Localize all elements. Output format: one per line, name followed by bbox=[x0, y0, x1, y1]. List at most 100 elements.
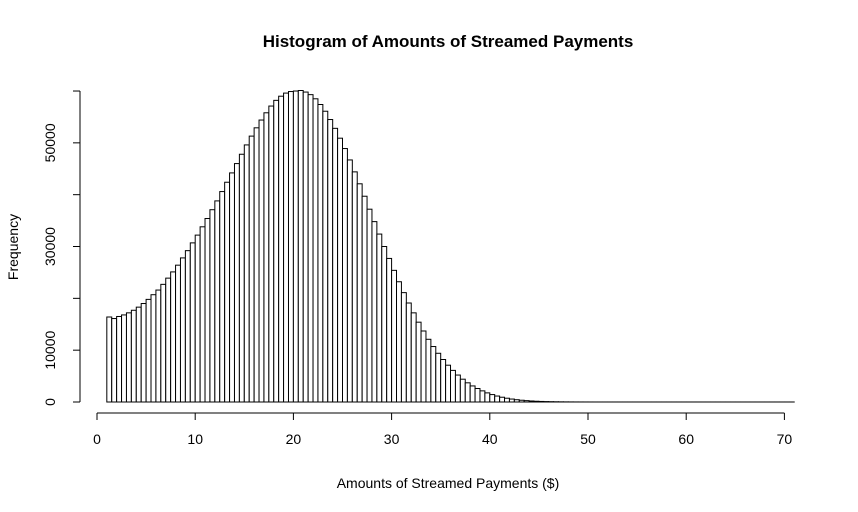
x-tick-label: 50 bbox=[580, 431, 596, 447]
y-axis-label: Frequency bbox=[5, 214, 21, 280]
x-axis-label: Amounts of Streamed Payments ($) bbox=[337, 475, 560, 491]
histogram-bar bbox=[351, 171, 358, 403]
histogram-bar bbox=[106, 316, 113, 403]
histogram-bar bbox=[273, 99, 280, 403]
y-tick-label: 0 bbox=[42, 398, 58, 406]
histogram-bar bbox=[243, 144, 250, 403]
x-tick-label: 30 bbox=[384, 431, 400, 447]
histogram-bar bbox=[386, 257, 393, 403]
x-tick-label: 70 bbox=[777, 431, 793, 447]
y-tick-label: 50000 bbox=[42, 123, 58, 162]
histogram-bar bbox=[268, 105, 275, 403]
histogram-bar bbox=[160, 283, 167, 403]
histogram-bar bbox=[504, 397, 510, 403]
histogram-bar bbox=[371, 221, 378, 403]
histogram-bar bbox=[430, 346, 437, 403]
histogram-bar bbox=[175, 264, 181, 403]
histogram-bar bbox=[450, 369, 456, 403]
histogram-bar bbox=[440, 359, 447, 403]
histogram-bar bbox=[381, 246, 388, 403]
x-axis: 0 10 20 30 40 50 60 70 bbox=[93, 412, 793, 447]
histogram-bar bbox=[518, 399, 525, 403]
histogram-bar bbox=[121, 314, 127, 403]
histogram-bar bbox=[474, 388, 481, 403]
histogram-bar bbox=[366, 208, 373, 403]
histogram-bar bbox=[376, 233, 383, 403]
histogram-bar bbox=[184, 250, 191, 403]
histogram-bar bbox=[150, 294, 157, 403]
histogram-bar bbox=[116, 315, 123, 403]
histogram-bar bbox=[111, 318, 118, 403]
histogram-bar bbox=[459, 378, 466, 403]
histogram-bar bbox=[312, 98, 319, 403]
histogram-bar bbox=[189, 242, 196, 403]
histogram-bar bbox=[199, 226, 206, 403]
histogram-bar bbox=[523, 400, 530, 403]
histogram-bar bbox=[125, 312, 132, 403]
histogram-bar bbox=[233, 163, 240, 403]
y-tick-label: 30000 bbox=[42, 227, 58, 266]
histogram-bar bbox=[297, 90, 304, 403]
histogram-bar bbox=[513, 399, 520, 403]
histogram-bar bbox=[278, 95, 285, 403]
histogram-bar bbox=[533, 400, 540, 403]
histogram-bar bbox=[391, 269, 398, 403]
x-tick-label: 20 bbox=[286, 431, 302, 447]
histogram-bar bbox=[253, 127, 260, 403]
histogram-bar bbox=[396, 281, 402, 403]
histogram-bar bbox=[528, 400, 535, 403]
histogram-bar bbox=[135, 306, 142, 403]
histogram-bar bbox=[538, 400, 545, 403]
x-tick-label: 40 bbox=[482, 431, 498, 447]
y-tick-label: 10000 bbox=[42, 330, 58, 369]
histogram-bar bbox=[155, 289, 162, 403]
histogram-bar bbox=[140, 303, 147, 403]
histogram-bar bbox=[317, 104, 324, 403]
histogram-bar bbox=[342, 148, 348, 403]
histogram-bar bbox=[224, 181, 231, 403]
histogram-bar bbox=[356, 183, 363, 403]
histogram-bar bbox=[435, 352, 442, 403]
histogram-bar bbox=[170, 271, 177, 403]
histogram-bar bbox=[489, 394, 496, 403]
histogram-bar bbox=[454, 374, 461, 403]
histogram-bar bbox=[302, 91, 309, 403]
histogram-bar bbox=[332, 127, 339, 403]
histogram-bar bbox=[405, 302, 412, 403]
x-tick-label: 0 bbox=[93, 431, 101, 447]
histogram-bar bbox=[445, 364, 452, 403]
histogram-bar bbox=[337, 137, 343, 403]
histogram-bar bbox=[179, 257, 186, 403]
histogram-bar bbox=[287, 91, 294, 403]
histogram-bar bbox=[130, 309, 137, 403]
histogram-bar bbox=[420, 330, 427, 403]
histogram-bar bbox=[508, 398, 515, 403]
histogram-bar bbox=[346, 159, 353, 403]
histogram-bar bbox=[204, 218, 211, 403]
histogram-bar bbox=[322, 110, 329, 403]
histogram-bar bbox=[410, 312, 417, 403]
histogram-bar bbox=[219, 191, 226, 403]
histogram-bar bbox=[194, 234, 201, 403]
histogram-bar bbox=[145, 298, 152, 403]
histogram-bar bbox=[165, 277, 172, 403]
chart-title: Histogram of Amounts of Streamed Payment… bbox=[263, 32, 634, 51]
histogram-bar bbox=[479, 390, 486, 403]
histogram-bar bbox=[327, 119, 334, 403]
histogram-bar bbox=[238, 153, 245, 403]
histogram-bar bbox=[400, 292, 407, 403]
histogram-bar bbox=[415, 321, 422, 403]
histogram-bar bbox=[307, 94, 314, 403]
histogram-bar bbox=[214, 200, 221, 403]
histogram-bar bbox=[484, 392, 491, 403]
histogram-bar bbox=[248, 135, 255, 403]
histogram-bar bbox=[209, 209, 216, 403]
histogram-bars bbox=[106, 90, 795, 403]
y-axis: 0 10000 30000 50000 bbox=[42, 90, 81, 406]
histogram-bar bbox=[494, 395, 501, 403]
histogram-bar bbox=[283, 92, 289, 403]
x-tick-label: 10 bbox=[187, 431, 203, 447]
histogram-bar bbox=[425, 338, 432, 403]
x-tick-label: 60 bbox=[678, 431, 694, 447]
